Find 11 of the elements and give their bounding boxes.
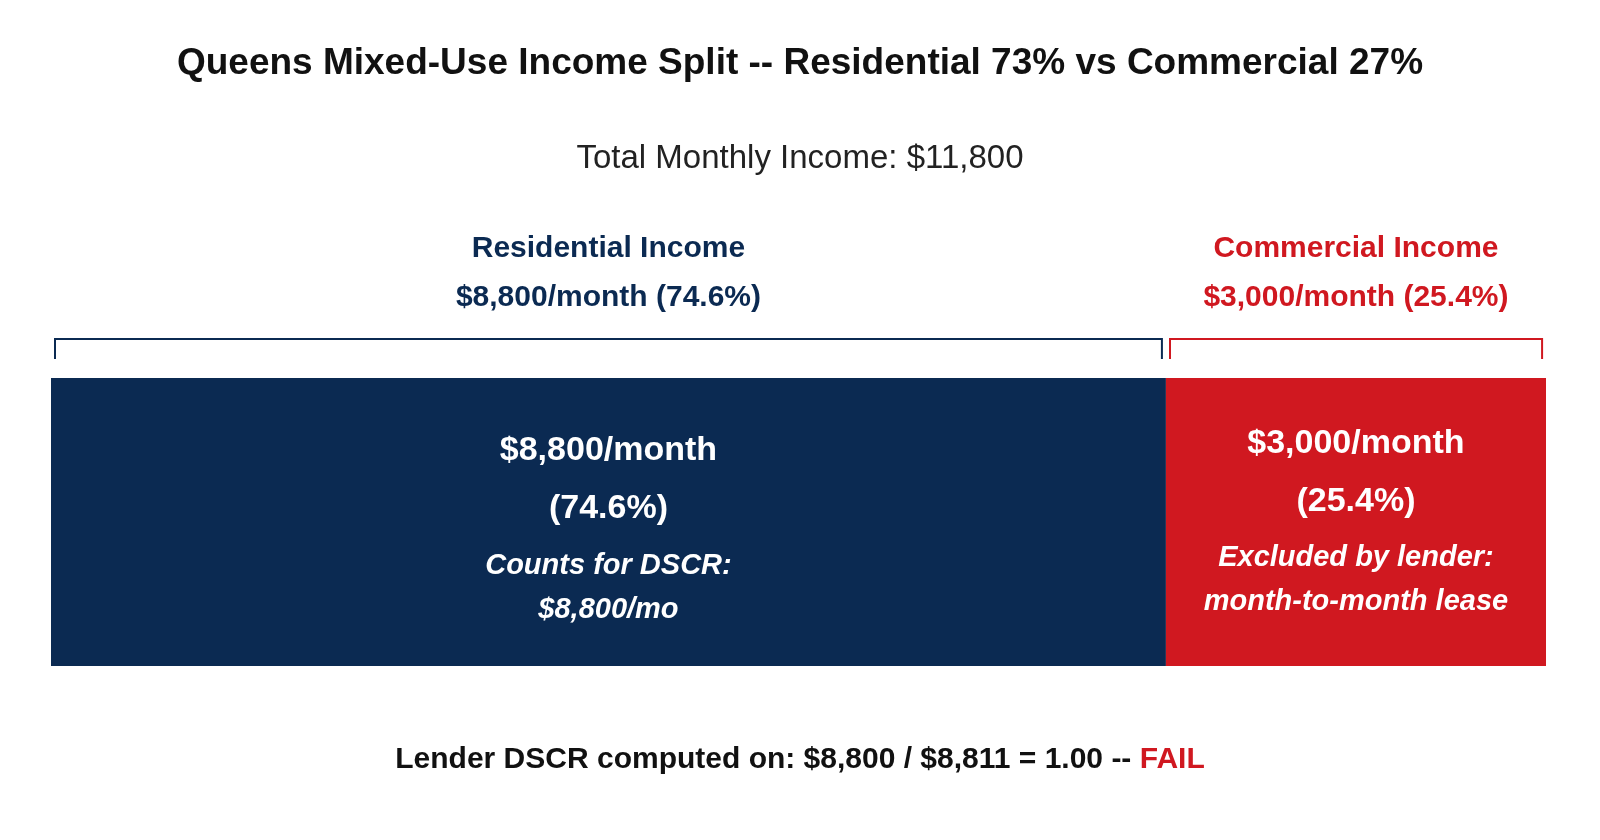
text: Commercial Income — [1212, 230, 1500, 264]
text: Residential Income — [470, 230, 747, 264]
text: $8,800/month (74.6%) — [454, 279, 762, 313]
data-label: $8,800/month (74.6%) — [498, 428, 719, 526]
chart-title: Queens Mixed-Use Income Split -- Residential 73% vs Commercial 27% — [175, 41, 1425, 83]
chart-subtitle: Total Monthly Income: $11,800 — [575, 138, 1025, 176]
data-label: $3,000/month (25.4%) — [1246, 421, 1466, 519]
annotation: Counts for DSCR: $8,800/mo — [484, 547, 733, 626]
text: $3,000/month (25.4%) — [1202, 279, 1510, 313]
annotation: Excluded by lender: month-to-month lease — [1202, 539, 1510, 618]
text: Lender DSCR computed on: $8,800 / $8,811 = 1.00 -- FAIL — [394, 741, 1206, 775]
